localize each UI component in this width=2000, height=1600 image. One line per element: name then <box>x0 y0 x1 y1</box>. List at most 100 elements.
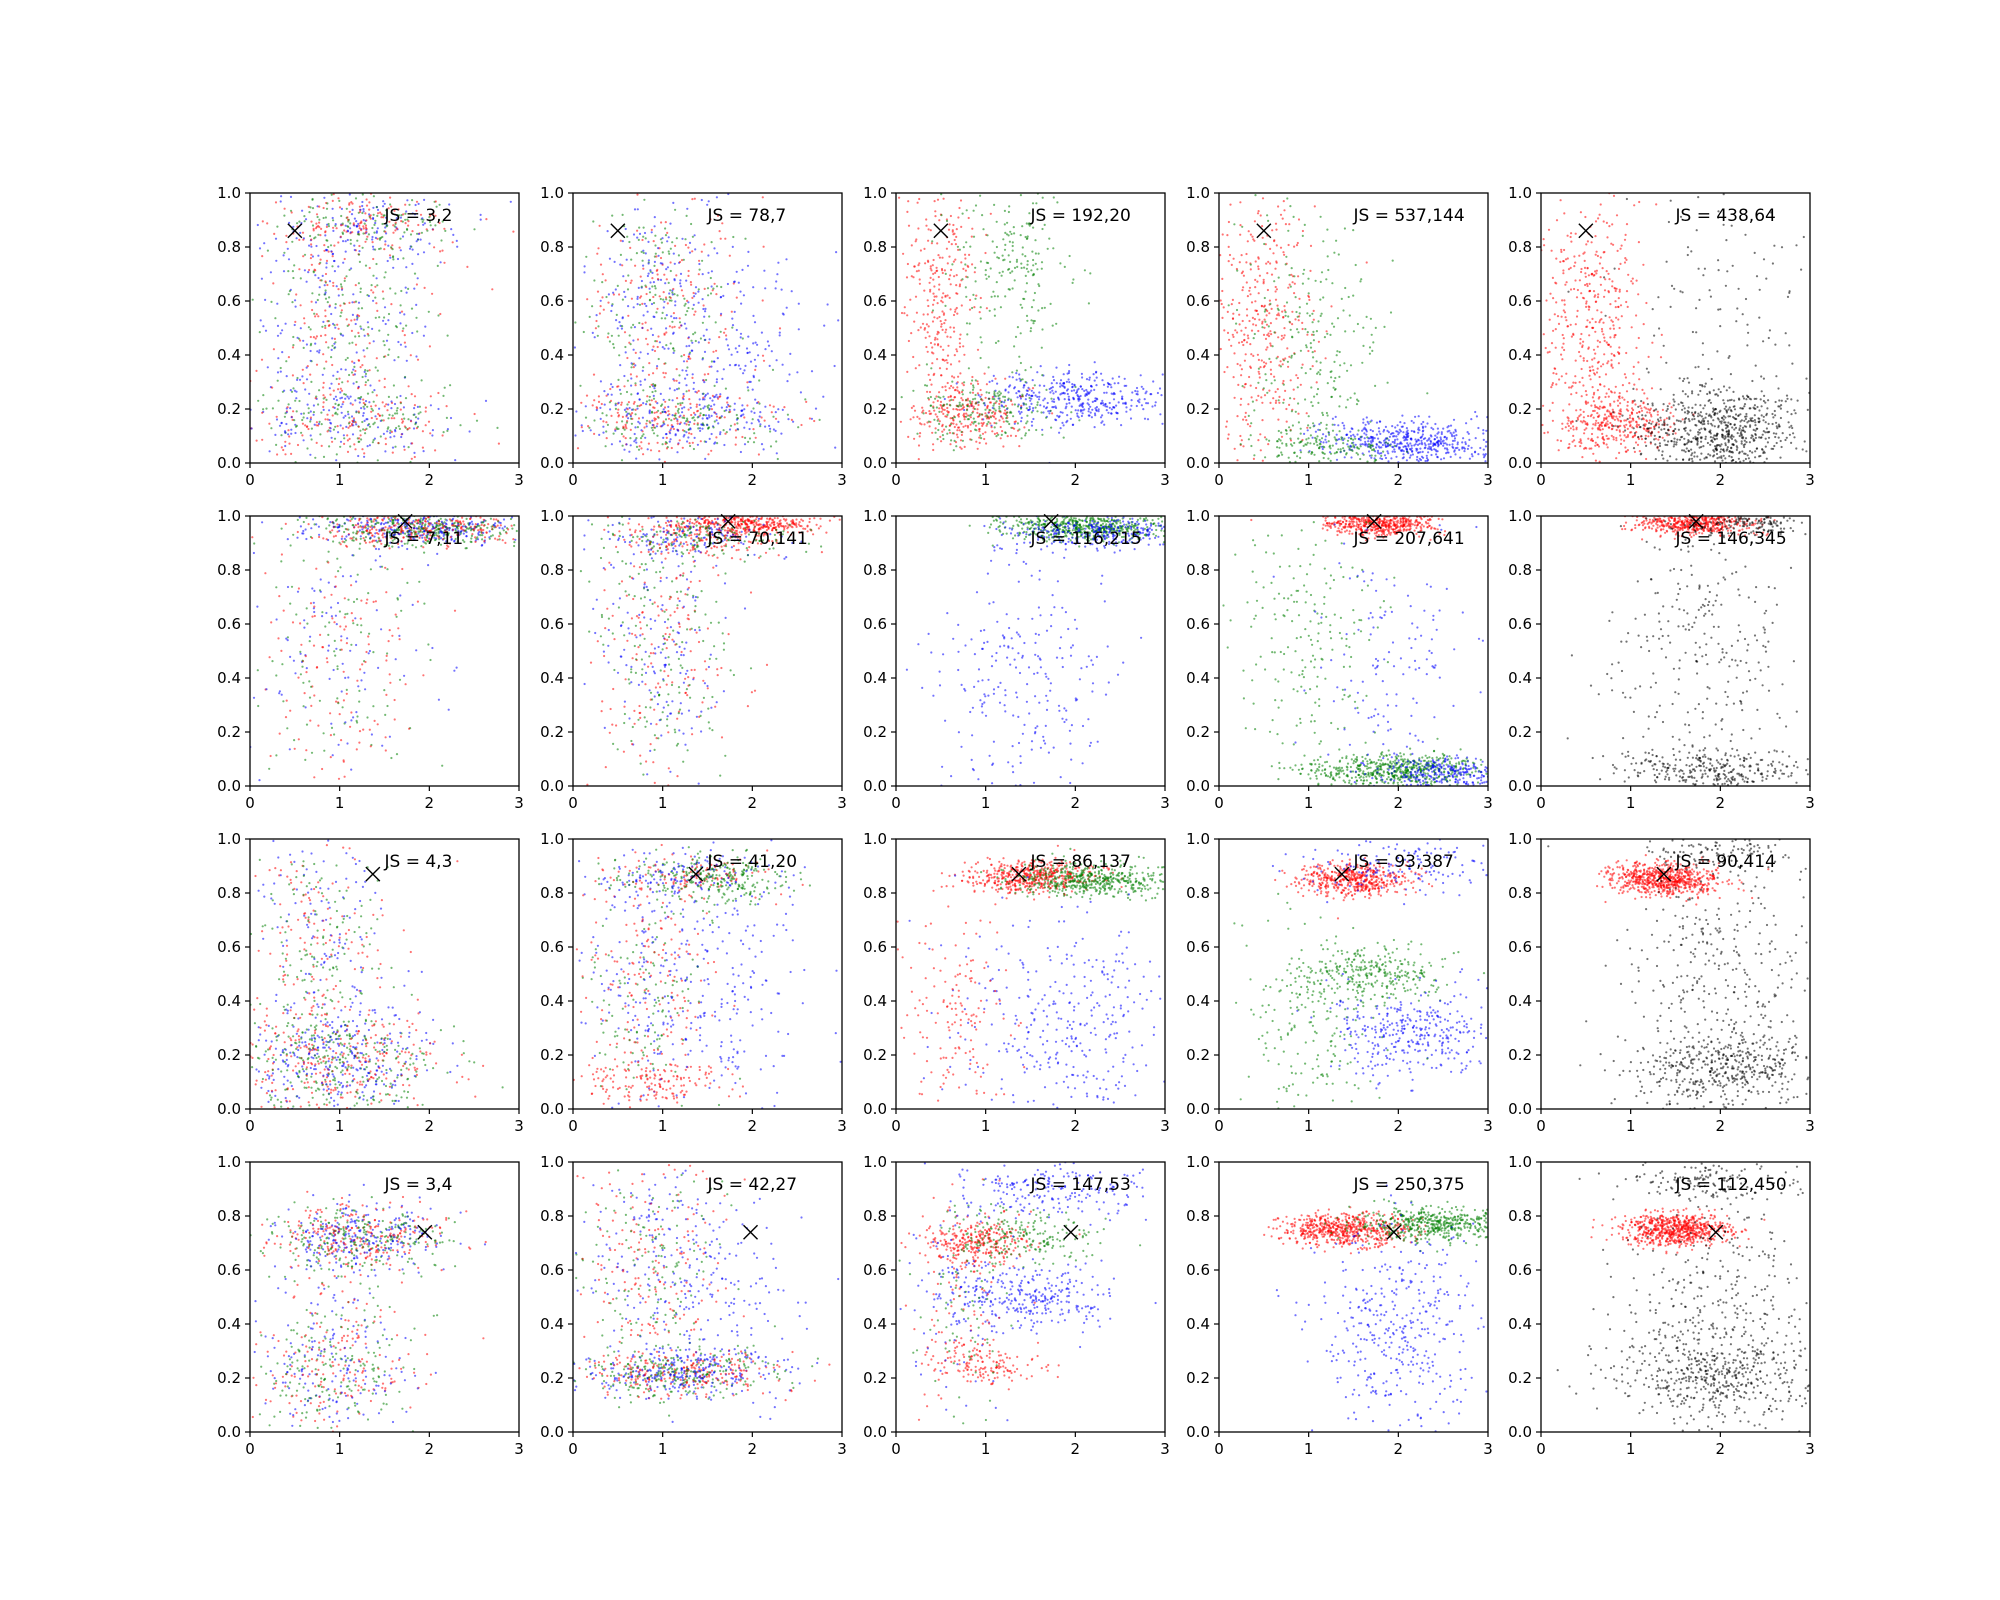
data-point <box>411 248 414 251</box>
data-point <box>756 401 759 405</box>
data-point <box>985 277 988 280</box>
data-point <box>653 315 656 319</box>
data-point <box>1312 422 1315 425</box>
data-point <box>1434 448 1437 451</box>
data-point <box>413 272 417 275</box>
data-point <box>306 403 309 406</box>
scatter-points <box>898 193 1164 463</box>
data-point <box>958 390 961 394</box>
data-point <box>703 381 706 384</box>
data-point <box>997 394 1000 398</box>
data-point <box>986 404 989 407</box>
data-point <box>362 210 365 213</box>
data-point <box>353 301 356 304</box>
data-point <box>616 327 619 330</box>
data-point <box>1338 405 1341 408</box>
data-point <box>640 403 643 407</box>
data-point <box>1273 379 1276 382</box>
data-point <box>1031 250 1034 253</box>
data-point <box>1343 362 1346 365</box>
data-point <box>383 316 386 319</box>
data-point <box>726 401 729 404</box>
data-point <box>912 405 915 408</box>
data-point <box>1024 290 1027 293</box>
data-point <box>1371 430 1374 433</box>
data-point <box>1241 289 1244 292</box>
data-point <box>1008 267 1011 271</box>
data-point <box>1303 432 1306 435</box>
data-point <box>686 440 689 443</box>
data-point <box>1378 430 1381 433</box>
data-point <box>918 278 921 281</box>
data-point <box>361 246 364 249</box>
data-point <box>1062 385 1065 388</box>
data-point <box>397 425 400 428</box>
data-point <box>394 229 397 232</box>
data-point <box>1413 430 1416 434</box>
data-point <box>1312 339 1315 342</box>
data-point <box>1005 417 1008 420</box>
data-point <box>1011 376 1014 379</box>
data-point <box>1269 262 1272 265</box>
data-point <box>1443 436 1446 439</box>
data-point <box>661 410 664 413</box>
data-point <box>707 414 711 417</box>
data-point <box>915 270 919 273</box>
data-point <box>652 406 655 409</box>
data-point <box>351 341 354 344</box>
data-point <box>358 205 361 208</box>
data-point <box>905 276 909 279</box>
data-point <box>362 412 365 415</box>
data-point <box>725 334 728 337</box>
data-point <box>343 279 346 282</box>
data-point <box>958 429 961 432</box>
data-point <box>1306 426 1309 429</box>
data-point <box>382 297 385 300</box>
data-point <box>653 225 656 228</box>
data-point <box>303 317 306 320</box>
data-point <box>1235 308 1239 312</box>
data-point <box>653 426 657 429</box>
data-point <box>1282 401 1285 404</box>
data-point <box>1428 447 1431 450</box>
data-point <box>1024 255 1027 258</box>
data-point <box>1221 289 1224 293</box>
data-point <box>974 428 977 431</box>
data-point <box>1368 437 1371 440</box>
data-point <box>655 311 658 314</box>
data-point <box>634 264 637 267</box>
data-point <box>1273 375 1276 378</box>
data-point <box>1057 397 1060 400</box>
data-point <box>739 367 742 370</box>
data-point <box>673 262 676 265</box>
data-point <box>928 410 931 413</box>
data-point <box>907 339 911 343</box>
data-point <box>800 423 803 427</box>
data-point <box>358 224 361 227</box>
data-point <box>348 210 351 213</box>
data-point <box>1384 425 1387 428</box>
data-point <box>1021 253 1024 256</box>
data-point <box>342 434 345 437</box>
data-point <box>1031 387 1035 390</box>
data-point <box>957 248 960 251</box>
data-point <box>702 334 705 337</box>
data-point <box>1231 333 1234 336</box>
data-point <box>1322 240 1325 243</box>
data-point <box>640 441 643 444</box>
data-point <box>1329 333 1332 336</box>
data-point <box>997 340 1000 343</box>
data-point <box>691 376 694 379</box>
data-point <box>1095 376 1098 379</box>
data-point <box>684 377 687 380</box>
data-point <box>592 220 595 223</box>
data-point <box>314 274 317 277</box>
data-point <box>1299 449 1302 452</box>
data-point <box>1420 439 1423 442</box>
data-point <box>347 225 350 228</box>
data-point <box>682 398 685 401</box>
data-point <box>611 214 614 217</box>
data-point <box>687 306 690 310</box>
data-point <box>615 313 618 316</box>
data-point <box>324 234 327 237</box>
